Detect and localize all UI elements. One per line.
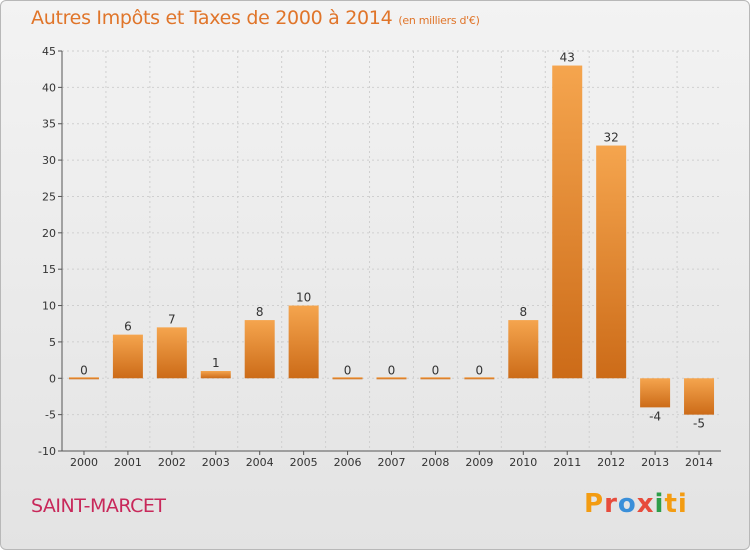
x-tick-label: 2012	[597, 456, 625, 469]
data-label: 1	[212, 356, 220, 370]
x-tick-label: 2008	[421, 456, 449, 469]
bar	[684, 378, 715, 415]
data-label: -5	[693, 417, 705, 431]
y-tick-label: 25	[42, 190, 56, 203]
data-label: 32	[604, 131, 619, 145]
logo-letter: P	[584, 489, 605, 519]
y-tick-label: 15	[42, 263, 56, 276]
y-tick-label: 40	[42, 81, 56, 94]
data-label: 0	[344, 363, 352, 377]
y-tick-label: 10	[42, 300, 56, 313]
chart-subtitle: (en milliers d'€)	[398, 14, 480, 27]
x-tick-label: 2001	[114, 456, 142, 469]
y-tick-label: -5	[45, 409, 56, 422]
x-tick-label: 2014	[685, 456, 713, 469]
data-labels: 0 6 7 1 8 10 0 0 0 0 8 43 32 -4 -5	[80, 51, 705, 431]
x-tick-label: 2002	[158, 456, 186, 469]
bar	[244, 320, 275, 379]
bar	[420, 377, 451, 380]
bar	[112, 334, 143, 379]
y-tick-label: 0	[49, 372, 56, 385]
bar	[508, 320, 539, 379]
y-tick-label: 20	[42, 227, 56, 240]
data-label: 10	[296, 291, 311, 305]
data-label: 0	[476, 363, 484, 377]
data-label: 0	[80, 363, 88, 377]
logo-letter: r	[604, 489, 618, 519]
x-tick-label: 2013	[641, 456, 669, 469]
bar	[332, 377, 363, 380]
bar	[68, 377, 99, 380]
x-tick-label: 2000	[70, 456, 98, 469]
logo-letter: ti	[664, 489, 688, 519]
logo-letter: x	[636, 489, 655, 519]
bar	[552, 65, 583, 379]
data-label: 0	[388, 363, 396, 377]
x-tick-labels: 2000 2001 2002 2003 2004 2005 2006 2007 2008 2009…	[70, 456, 713, 469]
data-label: 6	[124, 320, 132, 334]
y-tick-label: 35	[42, 118, 56, 131]
x-tick-label: 2003	[202, 456, 230, 469]
grid-lines	[62, 50, 721, 452]
commune-name: SAINT-MARCET	[31, 495, 166, 517]
x-tick-label: 2011	[553, 456, 581, 469]
x-tick-label: 2010	[509, 456, 537, 469]
bar	[288, 305, 319, 379]
axes	[58, 50, 721, 455]
y-tick-label: 5	[49, 336, 56, 349]
bar	[200, 371, 231, 379]
y-tick-label: -10	[38, 445, 56, 458]
proxiti-logo: Proxiti	[584, 489, 688, 519]
x-tick-label: 2007	[378, 456, 406, 469]
bars	[68, 65, 715, 415]
data-label: 8	[256, 305, 264, 319]
bar	[464, 377, 495, 380]
x-tick-label: 2009	[465, 456, 493, 469]
data-label: 8	[519, 305, 527, 319]
data-label: -4	[649, 409, 661, 423]
bar	[156, 327, 187, 379]
bar	[640, 378, 671, 408]
data-label: 43	[560, 51, 575, 65]
logo-letter: i	[654, 489, 665, 519]
x-tick-label: 2005	[290, 456, 318, 469]
bar	[376, 377, 407, 380]
y-tick-label: 45	[42, 45, 56, 58]
x-tick-label: 2006	[334, 456, 362, 469]
bar	[596, 145, 627, 379]
chart-title-text: Autres Impôts et Taxes de 2000 à 2014	[31, 7, 393, 29]
x-tick-label: 2004	[246, 456, 274, 469]
data-label: 0	[432, 363, 440, 377]
y-tick-label: 30	[42, 154, 56, 167]
y-tick-labels: -10 -5 0 5 10 15 20 25 30 35 40 45	[38, 45, 56, 458]
chart-title: Autres Impôts et Taxes de 2000 à 2014 (en…	[31, 7, 480, 29]
data-label: 7	[168, 312, 176, 326]
logo-letter: o	[617, 489, 637, 519]
